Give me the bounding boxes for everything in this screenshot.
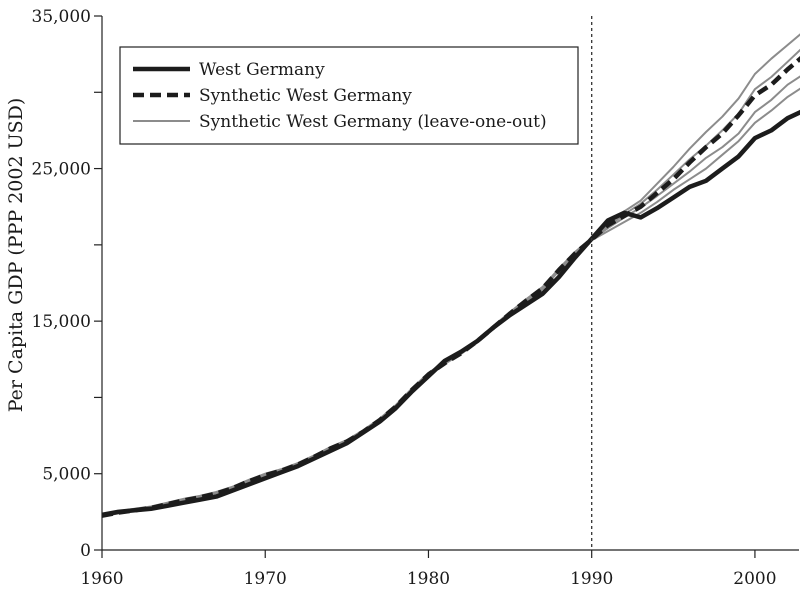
y-tick-label: 5,000 — [42, 465, 91, 485]
y-tick-label: 25,000 — [32, 160, 91, 180]
legend-box — [119, 46, 579, 145]
legend-label-synthetic: Synthetic West Germany — [199, 86, 412, 106]
x-ticks: 1960 1970 1980 1990 2000 — [80, 550, 777, 589]
x-tick-label: 2000 — [733, 569, 776, 589]
y-ticks: 0 5,000 15,000 25,000 35,000 — [32, 7, 102, 561]
plot-lines — [101, 33, 800, 518]
axes: 0 5,000 15,000 25,000 35,000 1960 1970 1980 199… — [32, 7, 799, 589]
legend: West Germany Synthetic West Germany Synt… — [119, 46, 579, 145]
x-tick-label: 1990 — [570, 569, 613, 589]
y-axis-title: Per Capita GDP (PPP 2002 USD) — [5, 98, 27, 413]
x-tick-label: 1960 — [80, 569, 123, 589]
y-tick-label: 35,000 — [32, 7, 91, 27]
series-line-leave-one-out-1 — [101, 87, 800, 518]
legend-label-west-germany: West Germany — [199, 60, 325, 80]
y-tick-label: 15,000 — [32, 312, 91, 332]
legend-label-leave-one-out: Synthetic West Germany (leave-one-out) — [199, 112, 547, 132]
x-tick-label: 1970 — [244, 569, 287, 589]
series-line-west-germany — [101, 109, 800, 518]
x-tick-label: 1980 — [407, 569, 450, 589]
y-tick-label: 0 — [80, 541, 91, 561]
